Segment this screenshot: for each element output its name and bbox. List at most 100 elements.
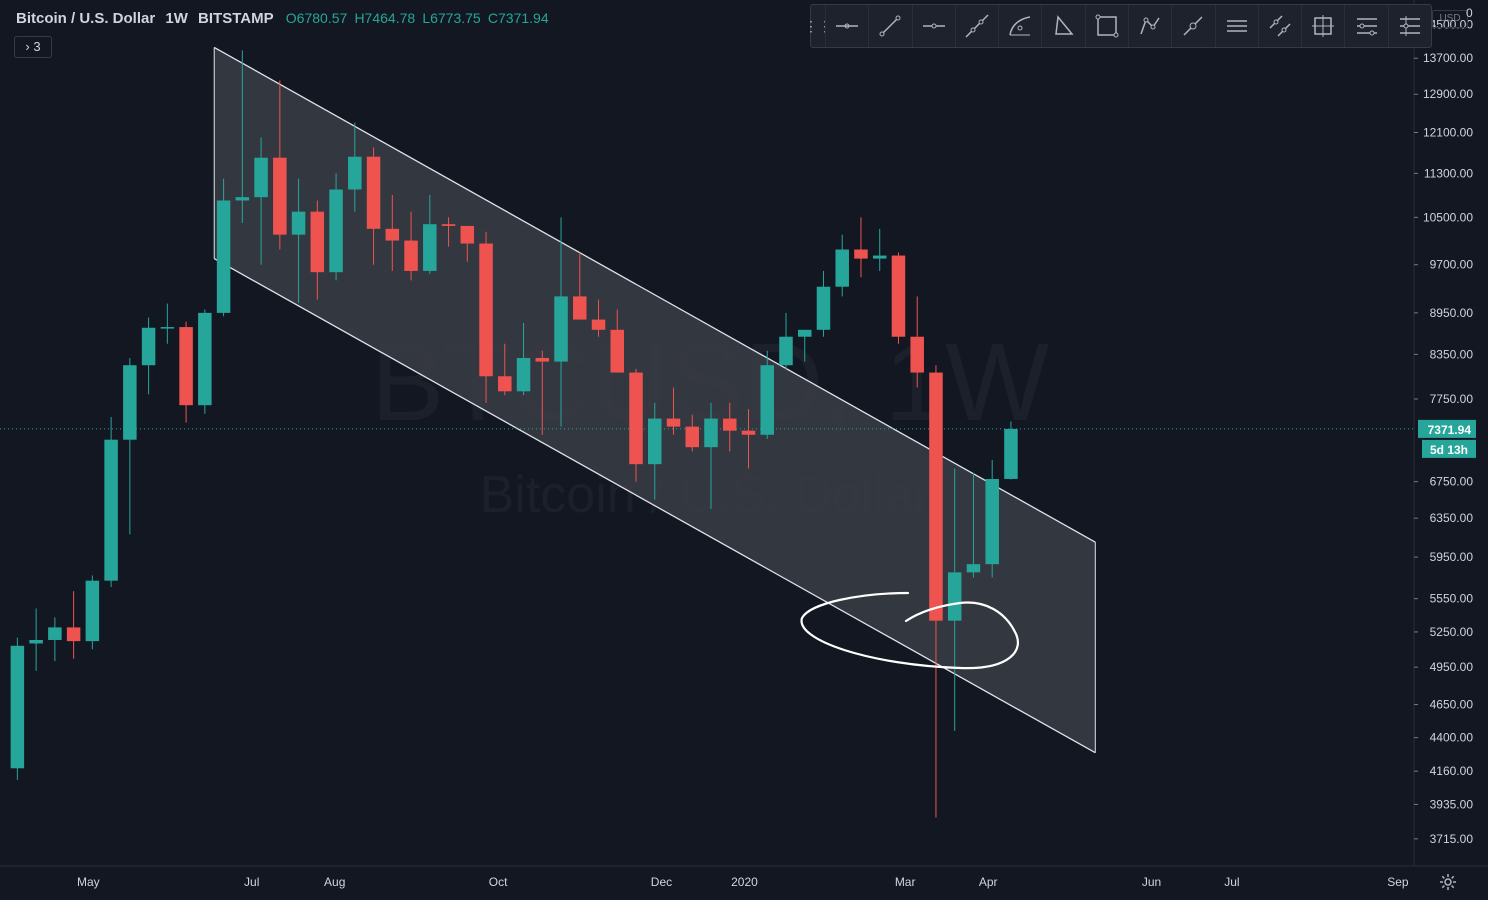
candle-body — [779, 336, 793, 366]
time-tick-label: Dec — [651, 875, 672, 889]
extended-line-icon[interactable] — [954, 5, 998, 47]
candle-up — [123, 357, 137, 535]
price-tick-label: 12100.00 — [1423, 125, 1473, 139]
candle-body — [10, 645, 25, 769]
time-axis[interactable]: May Jul Aug Oct Dec 2020 Mar Apr Jun Jul Sep — [0, 865, 1488, 889]
pitchfork-icon[interactable] — [1387, 5, 1431, 47]
horizontal-line-icon[interactable] — [825, 5, 868, 47]
hand-drawn-circle[interactable] — [800, 591, 1020, 670]
candle-body — [535, 357, 550, 362]
symbol-name[interactable]: Bitcoin / U.S. Dollar — [16, 10, 156, 27]
candle-up — [760, 350, 774, 439]
trend-line-icon[interactable] — [868, 5, 911, 47]
candle-body — [498, 376, 512, 392]
channel-lower-line — [213, 258, 1096, 754]
time-tick-label: Aug — [324, 875, 345, 889]
fib-retracement-icon[interactable] — [1344, 5, 1387, 47]
candle-body — [66, 627, 81, 642]
candle-body — [366, 156, 381, 229]
candle-body — [722, 418, 737, 431]
candle-down — [685, 414, 700, 452]
candle-down — [441, 217, 456, 247]
gear-icon[interactable] — [1438, 872, 1458, 892]
candle-down — [404, 211, 418, 281]
candle-body — [591, 319, 606, 330]
candle-body — [872, 255, 887, 259]
candle-body — [235, 197, 250, 201]
indicators-count: 3 — [33, 39, 41, 54]
info-line-icon[interactable] — [1171, 5, 1214, 47]
candle-down — [366, 147, 381, 265]
drag-handle-icon[interactable]: ⋮⋮ — [804, 17, 832, 34]
time-tick-label: Jul — [244, 875, 259, 889]
price-tick-label: 8350.00 — [1430, 347, 1474, 361]
channel-fill — [214, 47, 1096, 753]
candle-up — [797, 329, 812, 362]
candle-body — [816, 286, 831, 330]
freehand-ellipse-drawing[interactable] — [800, 591, 1020, 670]
candle-body — [797, 329, 812, 337]
candle-down — [891, 252, 906, 344]
candle-body — [216, 200, 231, 313]
horizontal-ray-icon[interactable] — [911, 5, 955, 47]
candle-body — [179, 327, 193, 406]
corner-value: 0 — [1466, 6, 1473, 20]
candle-down — [910, 296, 924, 388]
currency-selector[interactable]: USD — [1432, 10, 1468, 28]
parallel-channel[interactable] — [213, 46, 1096, 754]
price-axis[interactable]: 14500.0013700.0012900.0012100.0011300.00… — [1413, 0, 1474, 866]
candle-body — [741, 430, 756, 435]
candle-body — [404, 240, 418, 271]
long-position-icon[interactable] — [1301, 5, 1344, 47]
rectangle-icon[interactable] — [1084, 5, 1128, 47]
candle-body — [141, 327, 156, 366]
candle-body — [348, 156, 362, 190]
triangle-icon[interactable] — [1041, 5, 1084, 47]
candle-body — [385, 228, 400, 241]
candle-down — [179, 321, 193, 423]
path-icon[interactable] — [1127, 5, 1171, 47]
time-tick-label: 2020 — [731, 875, 758, 889]
price-tick-label: 12900.00 — [1423, 87, 1473, 101]
candle-down — [722, 402, 737, 452]
drawing-toolbar[interactable]: ⋮⋮ — [804, 4, 1432, 48]
candle-up — [85, 575, 100, 650]
candle-body — [329, 189, 343, 273]
price-tick-label: 5950.00 — [1430, 550, 1474, 564]
disjoint-channel-icon[interactable] — [1257, 5, 1301, 47]
candle-body — [85, 580, 100, 642]
candle-down — [591, 299, 606, 337]
candle-body — [104, 439, 118, 581]
price-tick-label: 4160.00 — [1430, 764, 1474, 778]
candle-body — [704, 418, 718, 448]
candle-body — [666, 418, 681, 427]
candle-body — [573, 296, 587, 320]
indicators-toggle-button[interactable]: › 3 — [14, 36, 52, 58]
candle-up — [835, 234, 849, 297]
price-tick-label: 5250.00 — [1430, 625, 1474, 639]
exchange-label: BITSTAMP — [198, 10, 274, 27]
time-tick-label: Jun — [1142, 875, 1161, 889]
candle-down — [629, 368, 643, 482]
symbol-legend[interactable]: Bitcoin / U.S. Dollar 1W BITSTAMP O6780.… — [16, 10, 549, 27]
parallel-channel-icon[interactable] — [1214, 5, 1258, 47]
time-tick-label: Sep — [1387, 875, 1409, 889]
candle-down — [498, 343, 512, 396]
interval-label[interactable]: 1W — [165, 10, 188, 27]
candle-body — [29, 639, 43, 644]
time-tick-label: Jul — [1224, 875, 1239, 889]
candle-body — [1004, 428, 1018, 479]
price-tick-label: 4400.00 — [1430, 731, 1474, 745]
countdown-badge — [1422, 439, 1476, 458]
candle-up — [291, 178, 306, 303]
time-tick-label: Apr — [979, 875, 998, 889]
candle-body — [760, 365, 774, 435]
arc-icon[interactable] — [998, 5, 1041, 47]
candle-down — [610, 309, 625, 373]
candle-up — [966, 472, 981, 578]
candle-body — [929, 372, 943, 621]
price-tick-label: 4950.00 — [1430, 660, 1474, 674]
candle-down — [310, 200, 325, 300]
candle-down — [479, 231, 493, 403]
